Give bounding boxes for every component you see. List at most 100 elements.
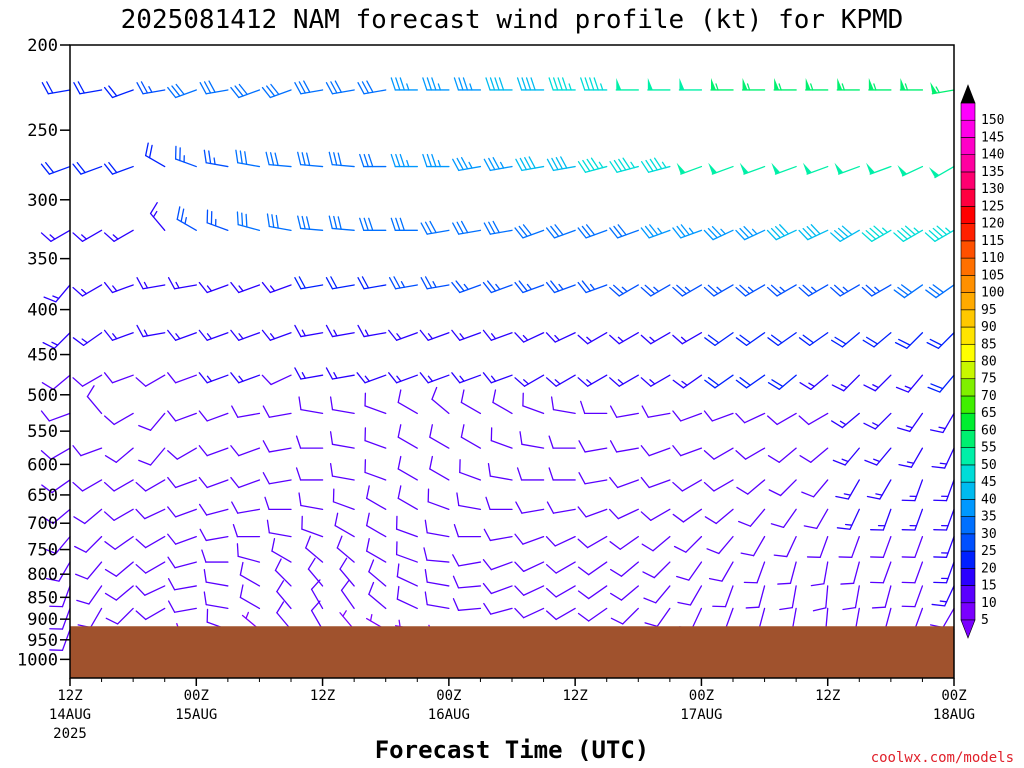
wind-barb <box>431 386 450 415</box>
y-tick-label: 400 <box>27 301 58 321</box>
wind-barb <box>798 412 829 426</box>
colorbar-label: 80 <box>981 355 997 370</box>
wind-barb <box>609 332 639 345</box>
wind-barb <box>703 284 734 297</box>
colorbar-swatch <box>960 378 976 397</box>
wind-barb <box>301 515 324 538</box>
wind-barb <box>545 585 576 598</box>
wind-barb <box>422 77 450 91</box>
wind-barb <box>577 561 608 576</box>
wind-barb <box>325 80 355 95</box>
wind-barb <box>75 561 103 580</box>
wind-barb <box>640 224 671 239</box>
wind-barb <box>802 162 829 175</box>
wind-barb <box>206 209 229 231</box>
wind-barb <box>364 392 387 415</box>
wind-barb <box>86 385 103 415</box>
wind-barb <box>933 561 955 584</box>
wind-barb <box>104 535 134 550</box>
wind-barb <box>641 405 671 418</box>
wind-barb <box>482 559 513 571</box>
colorbar-label: 5 <box>981 613 989 628</box>
wind-barb <box>770 508 797 529</box>
wind-barb <box>264 496 292 510</box>
wind-barb <box>703 447 734 460</box>
wind-barb <box>356 372 387 384</box>
wind-barb <box>708 561 734 582</box>
wind-barb <box>577 535 608 549</box>
wind-barb <box>863 374 892 392</box>
wind-barb <box>545 535 576 547</box>
wind-barb <box>359 153 387 168</box>
wind-barb <box>103 372 134 384</box>
wind-barb <box>643 585 671 604</box>
wind-barb <box>452 157 482 172</box>
wind-barb <box>771 162 797 175</box>
colorbar-label: 30 <box>981 527 997 542</box>
colorbar-swatch <box>960 585 976 604</box>
wind-barb <box>830 225 860 242</box>
wind-barb <box>72 479 103 492</box>
wind-barb <box>198 372 229 384</box>
wind-barb <box>135 561 166 574</box>
wind-barb <box>640 157 671 173</box>
wind-barb <box>239 584 261 610</box>
wind-barb <box>40 447 71 460</box>
wind-barb <box>366 512 387 538</box>
wind-barb <box>672 374 703 389</box>
wind-barb <box>167 277 197 290</box>
wind-barb <box>550 396 576 415</box>
colorbar-label: 100 <box>981 286 1004 301</box>
colorbar-label: 115 <box>981 234 1004 249</box>
colorbar-min-arrow <box>960 619 976 639</box>
x-tick-label: 00Z <box>941 688 966 704</box>
wind-barb <box>72 161 103 175</box>
y-tick-label: 850 <box>27 588 58 608</box>
x-axis-title: Forecast Time (UTC) <box>375 736 650 764</box>
wind-barb <box>307 557 324 587</box>
wind-barb <box>357 276 387 290</box>
colorbar-label: 75 <box>981 372 997 387</box>
wind-barb <box>704 374 734 389</box>
wind-barb <box>609 224 639 239</box>
wind-barb <box>271 538 292 563</box>
colorbar-label: 15 <box>981 579 997 594</box>
wind-barb <box>514 561 545 573</box>
wind-barb <box>642 561 671 579</box>
x-tick-year: 2025 <box>53 726 87 742</box>
wind-barb <box>516 77 545 91</box>
wind-barb <box>672 224 703 239</box>
wind-barbs-layer <box>40 77 955 654</box>
wind-barb <box>866 162 892 175</box>
colorbar-label: 140 <box>981 148 1004 163</box>
wind-barb <box>72 284 103 297</box>
wind-barb <box>901 535 924 558</box>
wind-barb <box>43 284 71 303</box>
wind-barb <box>357 80 387 95</box>
wind-barb <box>485 496 513 510</box>
wind-barb <box>294 324 324 338</box>
wind-barb <box>41 479 71 494</box>
wind-barb <box>609 440 639 453</box>
wind-barb <box>76 585 103 605</box>
wind-barb <box>735 225 766 241</box>
x-tick-date: 14AUG <box>49 707 91 723</box>
x-tick-label: 00Z <box>184 688 209 704</box>
wind-barb <box>514 374 545 387</box>
wind-barb <box>198 281 229 294</box>
wind-barb <box>773 77 797 91</box>
wind-barb <box>340 579 355 610</box>
wind-barb <box>901 508 924 531</box>
colorbar-label: 145 <box>981 130 1004 145</box>
wind-barb <box>577 224 608 239</box>
wind-barb <box>136 324 166 338</box>
terrain-fill <box>70 626 954 678</box>
wind-barb <box>329 431 355 449</box>
wind-barb <box>519 431 545 449</box>
wind-barb <box>644 607 671 628</box>
wind-barb <box>870 535 892 558</box>
wind-barb <box>368 559 387 587</box>
wind-barb <box>515 501 545 514</box>
wind-barb <box>925 284 955 299</box>
x-tick-label: 12Z <box>815 688 840 704</box>
